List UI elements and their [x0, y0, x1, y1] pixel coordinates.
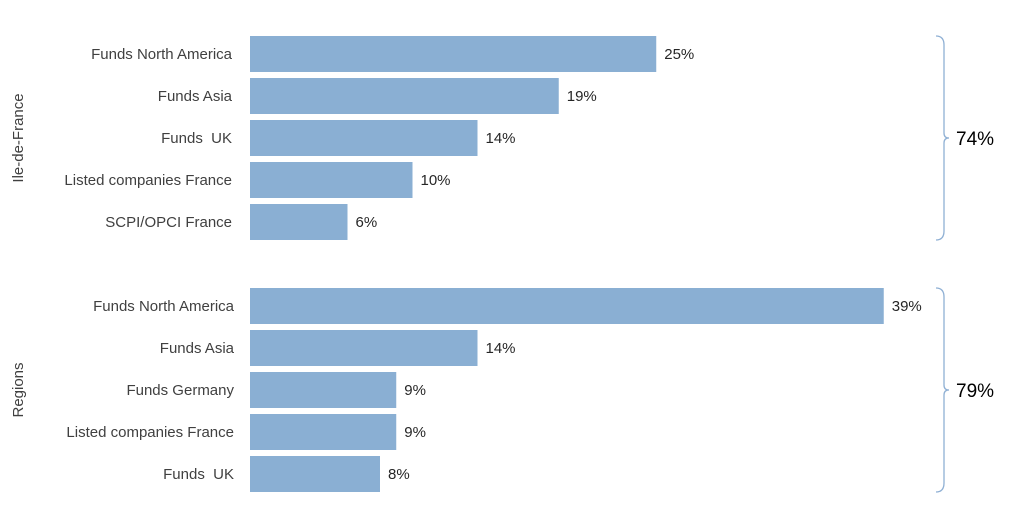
- group-label: Regions: [10, 362, 27, 417]
- category-label: Funds Germany: [126, 382, 234, 399]
- category-label: Funds North America: [91, 46, 233, 63]
- category-label: Funds Asia: [160, 340, 235, 357]
- category-label: Funds UK: [163, 466, 234, 483]
- bar: [250, 288, 884, 324]
- bar-group: Funds North America 25% Funds Asia 19% Funds…: [10, 35, 994, 241]
- category-label: SCPI/OPCI France: [105, 214, 232, 231]
- value-label: 8%: [388, 466, 410, 483]
- value-label: 19%: [567, 88, 597, 105]
- group-total-label: 74%: [956, 129, 994, 150]
- bar: [250, 204, 348, 240]
- value-label: 14%: [486, 340, 516, 357]
- bar: [250, 372, 397, 408]
- bar: [250, 78, 559, 114]
- category-label: Funds Asia: [158, 88, 233, 105]
- group-brace: [935, 35, 950, 241]
- value-label: 10%: [421, 172, 451, 189]
- group-label: Ile-de-France: [10, 93, 27, 182]
- group-total-label: 79%: [956, 381, 994, 402]
- bar: [250, 414, 397, 450]
- value-label: 9%: [404, 424, 426, 441]
- bar: [250, 456, 380, 492]
- chart-groups: Funds North America 25% Funds Asia 19% Funds…: [10, 35, 994, 493]
- bar: [250, 120, 478, 156]
- value-label: 9%: [404, 382, 426, 399]
- category-label: Listed companies France: [64, 172, 232, 189]
- category-label: Funds UK: [161, 130, 232, 147]
- value-label: 14%: [486, 130, 516, 147]
- group-brace: [935, 287, 950, 493]
- bar-group: Funds North America 39% Funds Asia 14% Funds…: [10, 287, 994, 493]
- value-label: 39%: [892, 298, 922, 315]
- category-label: Listed companies France: [66, 424, 234, 441]
- bar: [250, 162, 413, 198]
- bar: [250, 36, 657, 72]
- value-label: 25%: [664, 46, 694, 63]
- category-label: Funds North America: [93, 298, 235, 315]
- value-label: 6%: [356, 214, 378, 231]
- bar: [250, 330, 478, 366]
